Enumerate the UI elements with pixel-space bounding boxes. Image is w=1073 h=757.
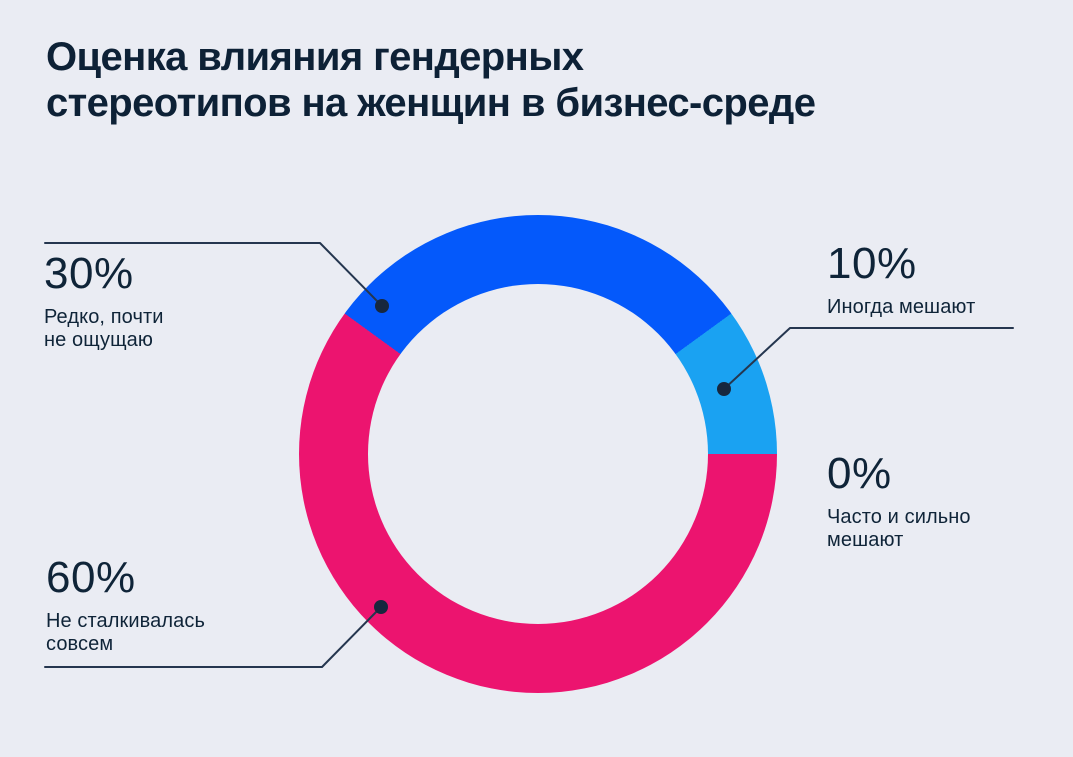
percent-value-never: 60%: [46, 553, 136, 602]
percent-label-rarely: Редко, почти не ощущаю: [44, 306, 164, 351]
page-title: Оценка влияния гендерных стереотипов на …: [46, 34, 816, 126]
callout-often: 0% Часто и сильно мешают: [827, 452, 971, 552]
percent-label-often: Часто и сильно мешают: [827, 506, 971, 551]
percent-label-never: Не сталкивалась совсем: [46, 610, 206, 655]
callout-sometimes: 10% Иногда мешают: [827, 242, 975, 319]
donut-hole: [368, 284, 708, 624]
percent-value-rarely: 30%: [44, 249, 134, 298]
percent-label-sometimes: Иногда мешают: [827, 296, 976, 318]
donut-chart: [299, 215, 777, 693]
page-title-line1: Оценка влияния гендерных: [46, 35, 584, 79]
callout-rarely: 30% Редко, почти не ощущаю: [44, 252, 164, 352]
callout-never: 60% Не сталкивалась совсем: [46, 556, 205, 656]
page-title-line2: стереотипов на женщин в бизнес-среде: [46, 81, 816, 125]
percent-value-sometimes: 10%: [827, 239, 917, 288]
percent-value-often: 0%: [827, 449, 892, 498]
